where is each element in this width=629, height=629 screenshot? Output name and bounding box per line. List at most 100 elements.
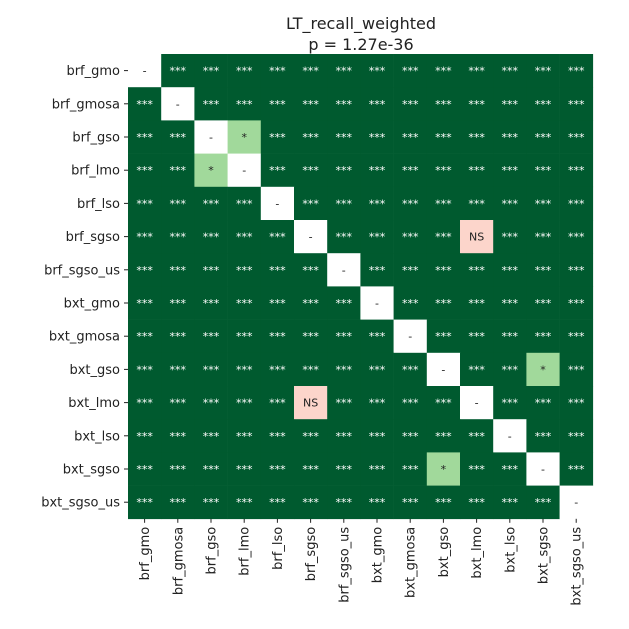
cell-label: *** — [170, 264, 187, 277]
heatmap-cell — [327, 120, 361, 154]
heatmap-cell — [294, 419, 328, 453]
cell-label: *** — [502, 197, 519, 210]
cell-label: *** — [568, 264, 585, 277]
cell-label: *** — [336, 430, 353, 443]
heatmap-cell — [260, 120, 295, 154]
cell-label: *** — [468, 496, 485, 509]
heatmap-cell — [294, 153, 328, 188]
cell-label: *** — [302, 264, 319, 277]
heatmap-cell — [227, 253, 262, 287]
heatmap-cell — [260, 186, 295, 221]
heatmap-cell — [526, 452, 560, 486]
heatmap-cell — [260, 286, 295, 320]
x-tick-label: bxt_gso — [437, 527, 452, 578]
heatmap-cell — [460, 352, 494, 387]
cell-label: *** — [535, 330, 552, 343]
cell-label: *** — [269, 430, 286, 443]
heatmap-cell — [260, 386, 295, 420]
cell-label: *** — [269, 496, 286, 509]
cell-label: *** — [136, 231, 153, 244]
cell-label: - — [209, 131, 213, 144]
heatmap-cell — [360, 386, 394, 420]
cell-label: *** — [302, 197, 319, 210]
cell-label: *** — [535, 430, 552, 443]
cell-label: *** — [535, 496, 552, 509]
cell-label: *** — [302, 430, 319, 443]
heatmap-cell — [327, 220, 361, 254]
heatmap-cell — [227, 54, 262, 88]
x-tick-label: brf_gso — [205, 527, 220, 575]
cell-label: - — [143, 65, 147, 78]
heatmap-cell — [227, 452, 262, 486]
heatmap-cell — [227, 186, 262, 221]
heatmap-cell — [460, 319, 494, 354]
cell-label: *** — [336, 463, 353, 476]
cell-label: *** — [236, 330, 253, 343]
cell-label: *** — [203, 397, 220, 410]
cell-label: *** — [568, 197, 585, 210]
heatmap-cell — [161, 120, 195, 154]
heatmap-cell — [327, 286, 361, 320]
cell-label: *** — [302, 65, 319, 78]
cell-label: - — [375, 297, 379, 310]
heatmap-cell — [260, 54, 295, 88]
heatmap-cell — [227, 87, 262, 121]
heatmap-cell — [360, 352, 394, 387]
cell-label: *** — [402, 131, 419, 144]
cell-label: *** — [435, 264, 452, 277]
heatmap-cell — [294, 352, 328, 387]
cell-label: - — [176, 98, 180, 111]
cell-label: *** — [468, 330, 485, 343]
cell-label: *** — [402, 463, 419, 476]
heatmap-cell — [460, 253, 494, 287]
cell-label: *** — [402, 397, 419, 410]
heatmap-cell — [393, 87, 428, 121]
heatmap-cell — [128, 153, 162, 188]
heatmap-cell — [161, 386, 195, 420]
cell-label: *** — [402, 264, 419, 277]
cell-label: *** — [136, 131, 153, 144]
cell-label: *** — [369, 496, 386, 509]
heatmap-cell — [493, 87, 527, 121]
cell-label: - — [508, 430, 512, 443]
heatmap-cells: - *** *** *** *** *** *** *** *** *** *** *** *** ***… — [128, 54, 594, 520]
heatmap-cell — [360, 452, 394, 486]
cell-label: *** — [568, 430, 585, 443]
cell-label: *** — [535, 231, 552, 244]
cell-label: *** — [502, 65, 519, 78]
cell-label: *** — [568, 363, 585, 376]
heatmap-cell — [327, 253, 361, 287]
cell-label: *** — [369, 264, 386, 277]
heatmap-cell — [426, 319, 461, 354]
cell-label: *** — [435, 231, 452, 244]
heatmap-cell — [128, 120, 162, 154]
cell-label: *** — [336, 197, 353, 210]
heatmap-cell — [526, 186, 560, 221]
cell-label: *** — [502, 98, 519, 111]
heatmap-cell — [559, 120, 594, 154]
heatmap-cell — [559, 386, 594, 420]
heatmap-cell — [460, 386, 494, 420]
heatmap-cell — [161, 286, 195, 320]
heatmap-cell — [194, 220, 228, 254]
cell-label: *** — [302, 363, 319, 376]
heatmap-cell — [194, 419, 228, 453]
y-tick-label: bxt_gmo — [64, 297, 120, 312]
heatmap-cell — [526, 286, 560, 320]
y-tick-label: bxt_gso — [69, 363, 120, 378]
cell-label: *** — [302, 463, 319, 476]
x-tick-label: bxt_sgso — [537, 527, 552, 584]
cell-label: *** — [435, 297, 452, 310]
cell-label: *** — [369, 98, 386, 111]
cell-label: *** — [203, 65, 220, 78]
heatmap-cell — [526, 386, 560, 420]
heatmap-cell — [493, 186, 527, 221]
cell-label: *** — [203, 496, 220, 509]
cell-label: *** — [369, 164, 386, 177]
heatmap-cell — [194, 485, 228, 520]
cell-label: - — [342, 264, 346, 277]
heatmap-cell — [460, 286, 494, 320]
cell-label: - — [242, 164, 246, 177]
heatmap-cell — [493, 452, 527, 486]
cell-label: *** — [402, 197, 419, 210]
